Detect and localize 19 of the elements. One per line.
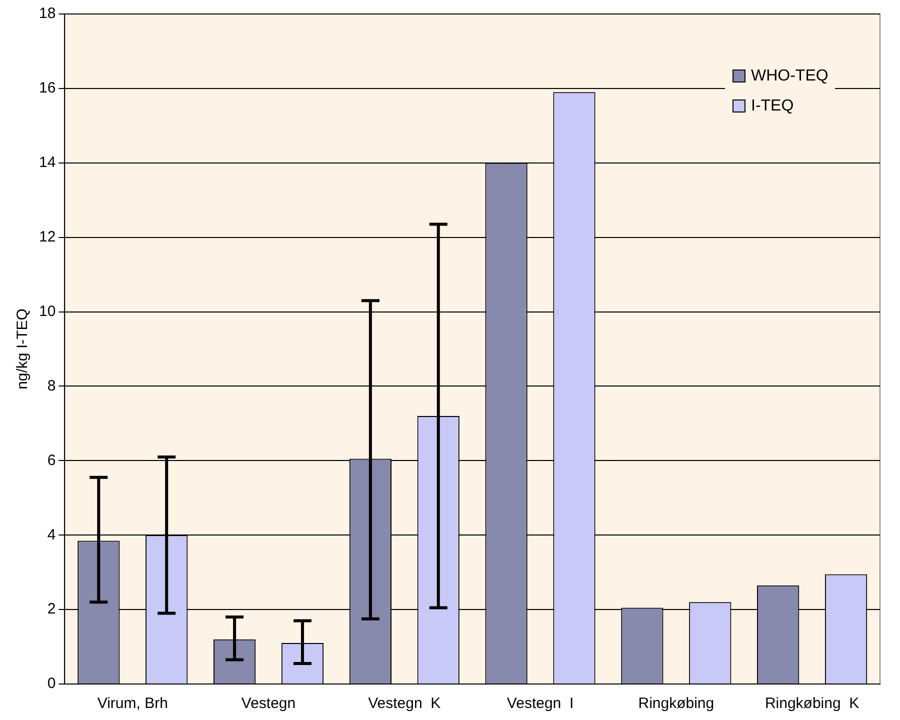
y-tick-label: 10 <box>38 302 56 320</box>
y-tick-label: 8 <box>47 377 56 394</box>
x-tick-label: Vestegn K <box>368 695 441 712</box>
y-tick-label: 2 <box>47 600 56 618</box>
y-tick-label: 16 <box>38 80 56 97</box>
x-tick-label: Ringkøbing K <box>764 695 860 712</box>
x-tick-label: Vestegn I <box>506 695 574 712</box>
legend-label: WHO-TEQ <box>751 67 828 84</box>
y-tick-label: 14 <box>38 154 56 172</box>
x-tick-label: Vestegn <box>241 695 296 712</box>
y-tick-label: 12 <box>38 228 56 246</box>
y-tick-label: 18 <box>38 5 56 22</box>
y-axis-title: ng/kg I-TEQ <box>14 308 32 390</box>
y-tick-label: 4 <box>47 526 56 544</box>
x-tick-label: Virum, Brh <box>97 695 168 712</box>
x-tick-label: Ringkøbing <box>638 695 714 712</box>
y-tick-label: 6 <box>47 452 56 469</box>
legend-label: I-TEQ <box>751 97 794 114</box>
y-tick-label: 0 <box>47 675 56 692</box>
